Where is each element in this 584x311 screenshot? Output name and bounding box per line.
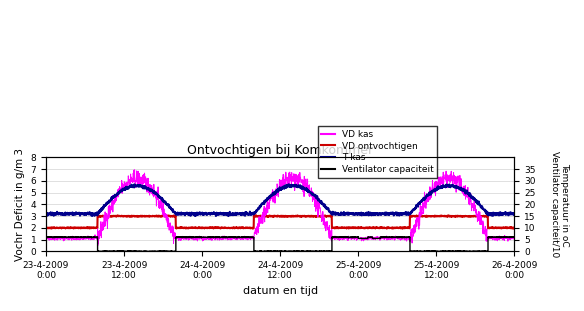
Title: Ontvochtigen bij Komkommer: Ontvochtigen bij Komkommer xyxy=(187,145,373,157)
Y-axis label: Temperatuur in oC
Ventilator capaciteit/10: Temperatuur in oC Ventilator capaciteit/… xyxy=(550,151,569,258)
Y-axis label: Vochr Deficit in g/m 3: Vochr Deficit in g/m 3 xyxy=(15,148,25,261)
Legend: VD kas, VD ontvochtigen, T kas, Ventilator capaciteit: VD kas, VD ontvochtigen, T kas, Ventilat… xyxy=(318,126,437,178)
X-axis label: datum en tijd: datum en tijd xyxy=(243,286,318,296)
